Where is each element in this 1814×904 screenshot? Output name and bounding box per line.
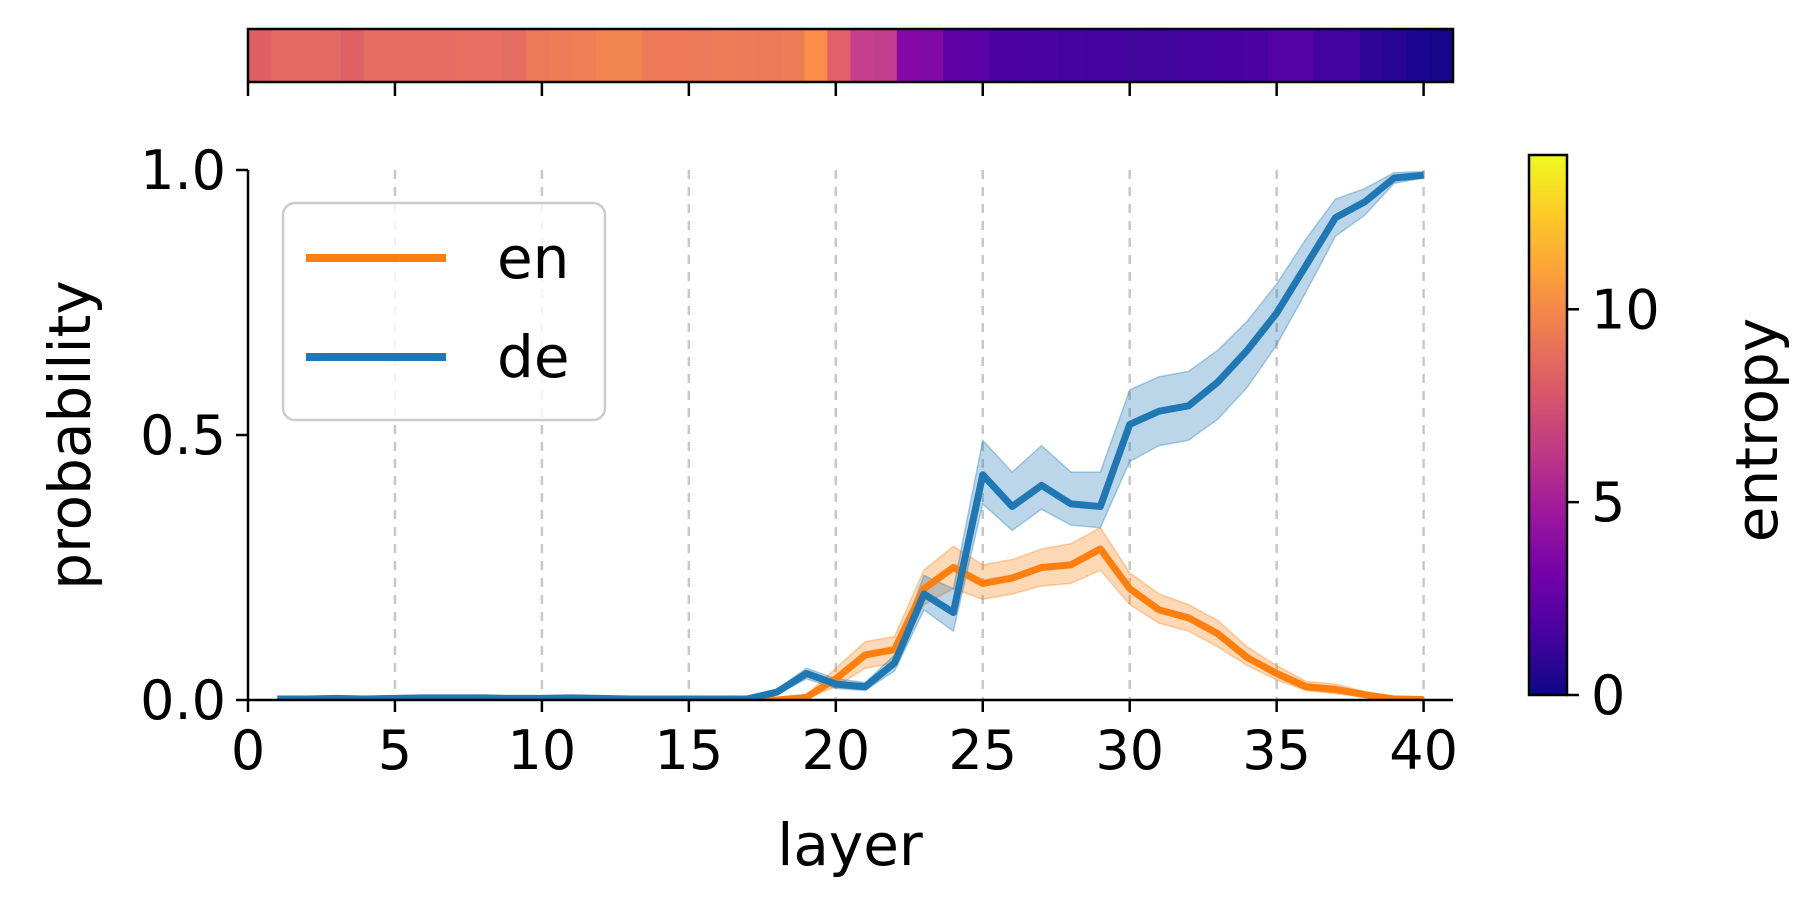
y-tick-label: 0.5	[140, 404, 226, 467]
entropy-cell	[1198, 29, 1222, 82]
entropy-cell	[989, 29, 1014, 82]
entropy-cell	[479, 29, 504, 82]
entropy-cell	[1128, 29, 1153, 82]
entropy-cell	[572, 29, 597, 82]
entropy-cell	[896, 29, 921, 82]
entropy-cell	[595, 29, 620, 82]
entropy-cell	[1151, 29, 1176, 82]
entropy-cell	[1174, 29, 1199, 82]
x-axis-label: layer	[777, 811, 923, 879]
entropy-cell	[1267, 29, 1292, 82]
colorbar-tick-label: 5	[1591, 471, 1625, 534]
x-tick-label: 0	[231, 719, 265, 782]
x-tick-label: 35	[1242, 719, 1311, 782]
entropy-cell	[943, 29, 967, 82]
entropy-cell	[1221, 29, 1246, 82]
entropy-cell	[1012, 29, 1037, 82]
entropy-strip	[248, 29, 1454, 82]
entropy-cell	[966, 29, 991, 82]
legend: en de	[281, 201, 607, 422]
entropy-cell	[688, 29, 713, 82]
x-tick-label: 20	[801, 719, 870, 782]
x-axis-ticks: 0 5 10 15 20 25 30 35 40	[231, 700, 1458, 782]
entropy-cell	[804, 29, 828, 82]
y-tick-label: 0.0	[140, 669, 226, 732]
entropy-cell	[456, 29, 481, 82]
entropy-cell	[618, 29, 643, 82]
entropy-cell	[1105, 29, 1130, 82]
entropy-strip-ticks	[246, 82, 1425, 96]
colorbar-tick-label: 10	[1591, 278, 1660, 341]
entropy-cell	[711, 29, 736, 82]
entropy-cell	[1082, 29, 1107, 82]
entropy-cell	[665, 29, 689, 82]
colorbar-ticks: 0 5 10	[1567, 278, 1660, 727]
entropy-strip-frame	[246, 27, 1455, 84]
entropy-cell	[1337, 29, 1361, 82]
entropy-cell	[873, 29, 898, 82]
entropy-cell	[920, 29, 944, 82]
entropy-cell	[248, 29, 272, 82]
entropy-cell	[1313, 29, 1338, 82]
entropy-cell	[363, 29, 388, 82]
legend-label-en: en	[497, 224, 569, 292]
entropy-cell	[780, 29, 805, 82]
x-tick-label: 25	[948, 719, 1017, 782]
line-de	[277, 171, 1424, 701]
band-en	[277, 526, 1425, 701]
entropy-cell	[410, 29, 434, 82]
x-tick-label: 5	[378, 719, 412, 782]
entropy-cell	[271, 29, 295, 82]
entropy-cell	[1406, 29, 1431, 82]
entropy-cell	[1429, 29, 1454, 82]
entropy-cell	[1290, 29, 1315, 82]
y-axis-label: probability	[36, 280, 104, 589]
entropy-cell	[827, 29, 852, 82]
entropy-cell	[1383, 29, 1408, 82]
colorbar-tick-label: 0	[1591, 664, 1625, 727]
entropy-cell	[1244, 29, 1269, 82]
entropy-colorbar	[1527, 153, 1569, 697]
entropy-cell	[1035, 29, 1060, 82]
entropy-cell	[734, 29, 759, 82]
y-axis-ticks: 0.0 0.5 1.0	[140, 139, 248, 732]
x-tick-label: 15	[654, 719, 723, 782]
entropy-cell	[317, 29, 342, 82]
entropy-cell	[526, 29, 550, 82]
entropy-cell	[641, 29, 666, 82]
x-tick-label: 40	[1389, 719, 1458, 782]
entropy-cell	[340, 29, 365, 82]
entropy-cell	[850, 29, 875, 82]
colorbar-label: entropy	[1723, 318, 1791, 542]
x-tick-label: 10	[508, 719, 577, 782]
entropy-cell	[433, 29, 458, 82]
entropy-cell	[294, 29, 319, 82]
y-tick-label: 1.0	[140, 139, 226, 202]
x-tick-label: 30	[1095, 719, 1164, 782]
legend-label-de: de	[497, 323, 570, 391]
entropy-cell	[549, 29, 574, 82]
entropy-cell	[757, 29, 782, 82]
entropy-cell	[1360, 29, 1385, 82]
entropy-cell	[502, 29, 527, 82]
entropy-cell	[1059, 29, 1083, 82]
entropy-cell	[387, 29, 411, 82]
